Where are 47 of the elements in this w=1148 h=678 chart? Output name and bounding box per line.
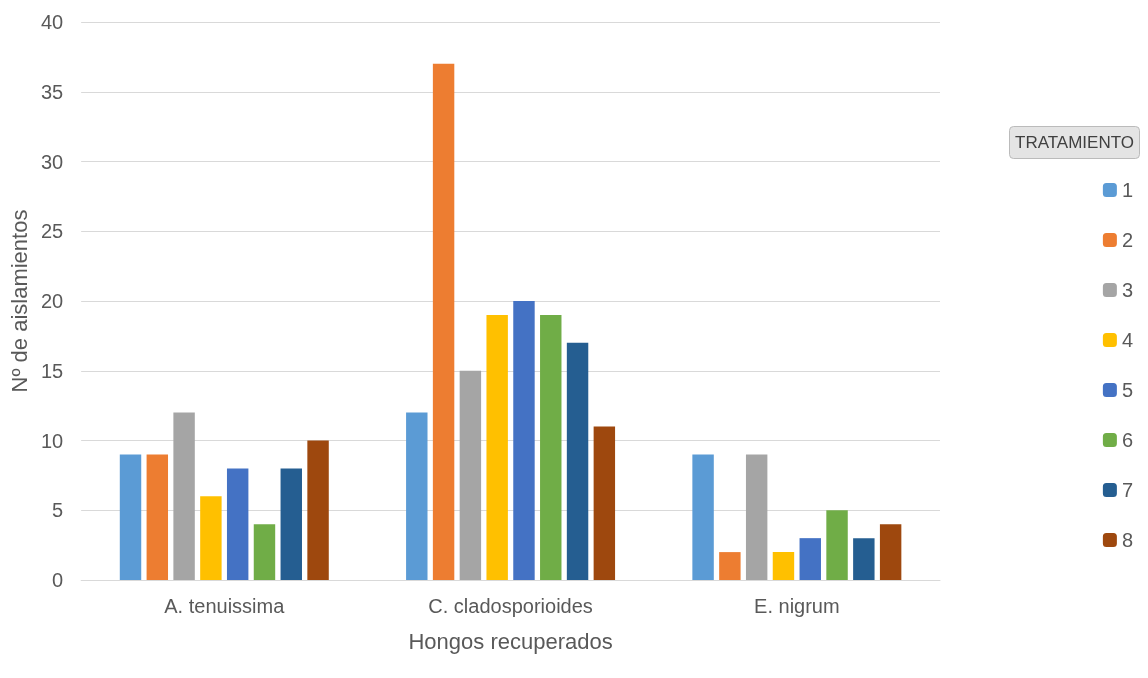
bar	[566, 342, 589, 580]
bar	[719, 552, 741, 580]
x-tick-label: E. nigrum	[754, 595, 840, 617]
legend-label: 7	[1121, 479, 1133, 501]
x-tick-label: C. cladosporioides	[428, 595, 593, 617]
bar	[253, 524, 276, 580]
bar	[119, 454, 142, 580]
bar	[799, 538, 821, 580]
y-tick-label: 15	[40, 359, 64, 382]
bar	[200, 496, 222, 580]
y-tick-label: 40	[40, 11, 64, 33]
legend-title: TRATAMIENTO	[1015, 133, 1134, 152]
x-axis-title: Hongos recuperados	[408, 628, 613, 654]
bar	[540, 314, 562, 580]
y-tick-label: 30	[40, 150, 64, 173]
legend-label: 3	[1121, 279, 1133, 301]
y-tick-label: 0	[52, 569, 64, 591]
y-tick-label: 25	[40, 220, 64, 243]
bar	[146, 454, 169, 580]
bar	[486, 314, 508, 580]
bar	[513, 301, 535, 580]
bar	[879, 524, 902, 580]
legend-label: 8	[1121, 529, 1133, 551]
y-tick-label: 5	[52, 499, 64, 522]
y-tick-label: 20	[40, 290, 64, 312]
bar	[772, 552, 795, 580]
bar	[173, 412, 195, 580]
y-tick-label: 10	[40, 429, 64, 452]
bar	[692, 454, 714, 580]
bar	[432, 63, 455, 580]
bar	[307, 440, 329, 580]
bar	[406, 412, 428, 580]
y-axis-title: Nº de aislamientos	[6, 209, 32, 393]
bar	[853, 538, 875, 580]
legend-label: 5	[1121, 379, 1133, 401]
legend-label: 1	[1121, 179, 1133, 201]
legend-label: 6	[1121, 429, 1133, 451]
bar	[280, 468, 302, 580]
bar	[826, 510, 848, 580]
legend-label: 4	[1121, 329, 1133, 351]
legend-label: 2	[1121, 229, 1133, 251]
bar	[226, 468, 249, 580]
bar	[593, 426, 616, 580]
x-tick-label: A. tenuissima	[164, 595, 286, 617]
bar	[745, 454, 768, 580]
y-tick-label: 35	[40, 80, 64, 103]
bar	[459, 370, 482, 580]
